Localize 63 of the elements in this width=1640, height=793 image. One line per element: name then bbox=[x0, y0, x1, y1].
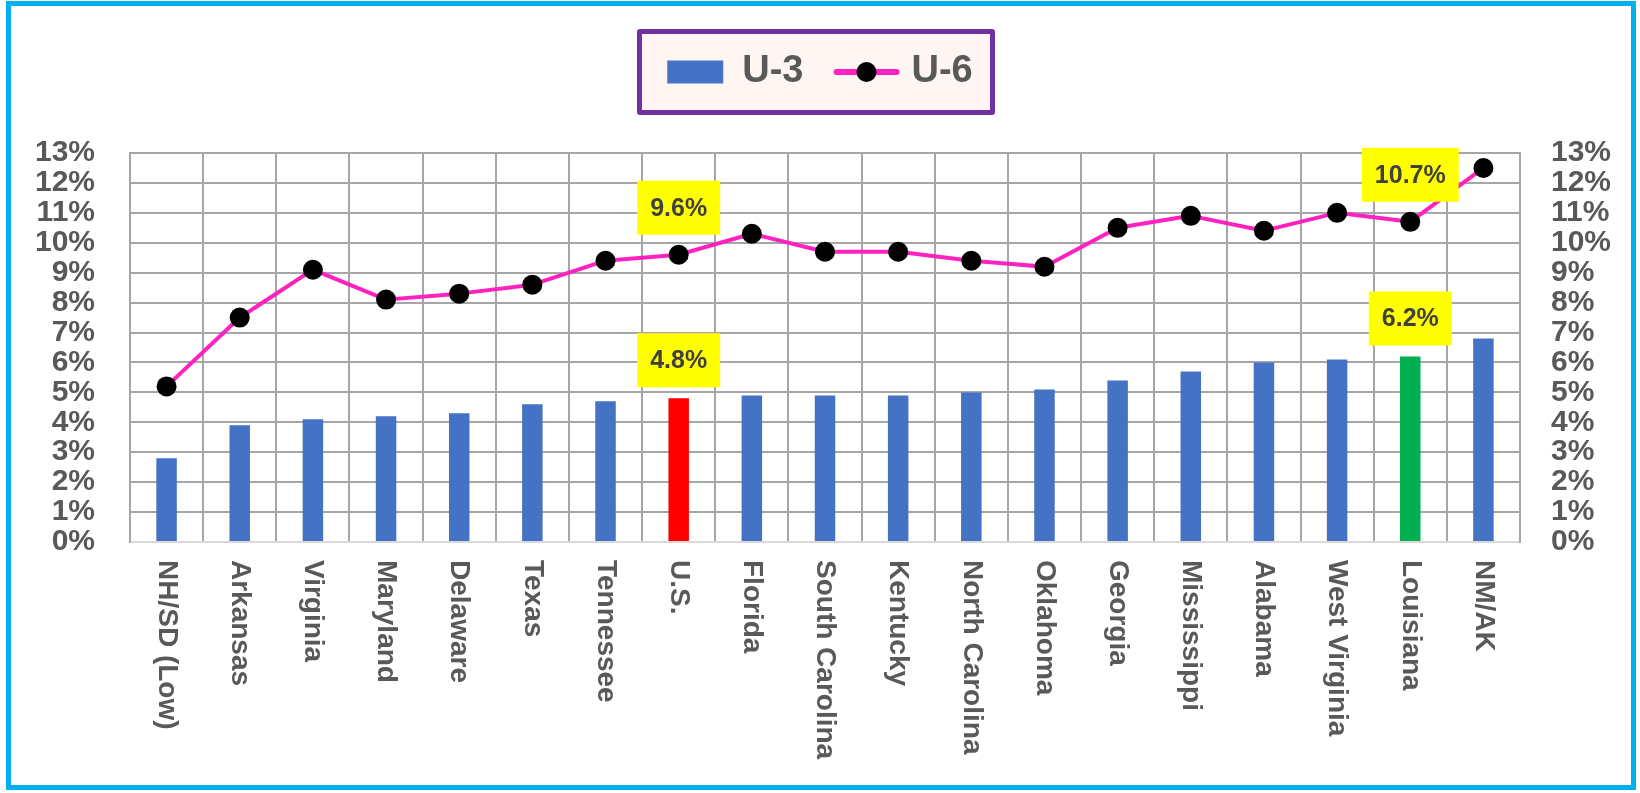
point bbox=[302, 259, 323, 280]
x-tick-label: Louisiana bbox=[1396, 560, 1428, 692]
point bbox=[741, 223, 762, 244]
bar bbox=[1326, 359, 1348, 541]
point bbox=[1473, 157, 1494, 178]
x-tick-label: North Carolina bbox=[957, 560, 989, 755]
bar bbox=[1107, 380, 1128, 541]
data-label: 4.8% bbox=[650, 345, 708, 374]
x-tick-label: Oklahoma bbox=[1030, 560, 1062, 696]
x-tick-label: Mississippi bbox=[1177, 560, 1209, 711]
point bbox=[961, 250, 982, 271]
bar bbox=[156, 458, 177, 541]
point bbox=[595, 250, 616, 271]
x-tick-label: Maryland bbox=[372, 560, 404, 683]
x-tick-label: Florida bbox=[738, 560, 770, 654]
legend-label: U-6 bbox=[911, 48, 973, 91]
bar bbox=[961, 392, 982, 541]
x-tick-label: Texas bbox=[518, 560, 550, 638]
bar bbox=[741, 395, 763, 541]
x-tick-label: Tennessee bbox=[591, 560, 623, 703]
bar bbox=[1034, 389, 1055, 541]
x-tick-label: West Virginia bbox=[1323, 560, 1355, 737]
x-tick-label: Arkansas bbox=[226, 560, 258, 687]
x-tick-label: Kentucky bbox=[884, 560, 916, 687]
data-label: 10.7% bbox=[1374, 159, 1446, 188]
point bbox=[522, 274, 543, 295]
point bbox=[668, 244, 689, 265]
x-tick-label: NM/AK bbox=[1469, 560, 1501, 652]
x-tick-label: Georgia bbox=[1103, 560, 1135, 667]
bar bbox=[595, 401, 616, 541]
bar bbox=[1180, 371, 1202, 541]
legend-label: U-3 bbox=[742, 48, 804, 91]
point bbox=[815, 241, 835, 262]
point bbox=[449, 283, 470, 304]
data-label: 9.6% bbox=[650, 192, 708, 221]
point bbox=[1327, 202, 1348, 223]
point bbox=[888, 241, 909, 262]
bar bbox=[302, 419, 324, 541]
point bbox=[376, 289, 397, 310]
bar bbox=[814, 395, 836, 541]
bar bbox=[1253, 362, 1275, 541]
point bbox=[1034, 256, 1055, 277]
x-tick-label: South Carolina bbox=[811, 560, 843, 760]
bar bbox=[229, 425, 250, 541]
bar bbox=[887, 395, 909, 541]
bar bbox=[522, 404, 543, 541]
x-tick-label: Virginia bbox=[299, 560, 331, 663]
point bbox=[156, 376, 177, 397]
x-tick-label: U.S. bbox=[664, 560, 696, 615]
data-label: 6.2% bbox=[1381, 303, 1439, 332]
x-tick-label: NH/SD (Low) bbox=[152, 560, 184, 730]
bar bbox=[1473, 338, 1494, 541]
point bbox=[1107, 217, 1128, 238]
point bbox=[229, 307, 250, 328]
point bbox=[1253, 220, 1274, 241]
bar bbox=[375, 416, 397, 541]
point bbox=[1400, 211, 1421, 232]
bar bbox=[1400, 356, 1421, 541]
point bbox=[1180, 205, 1201, 226]
x-tick-label: Delaware bbox=[445, 560, 477, 683]
bar bbox=[448, 413, 470, 541]
bar bbox=[668, 398, 689, 541]
x-tick-label: Alabama bbox=[1250, 560, 1282, 678]
